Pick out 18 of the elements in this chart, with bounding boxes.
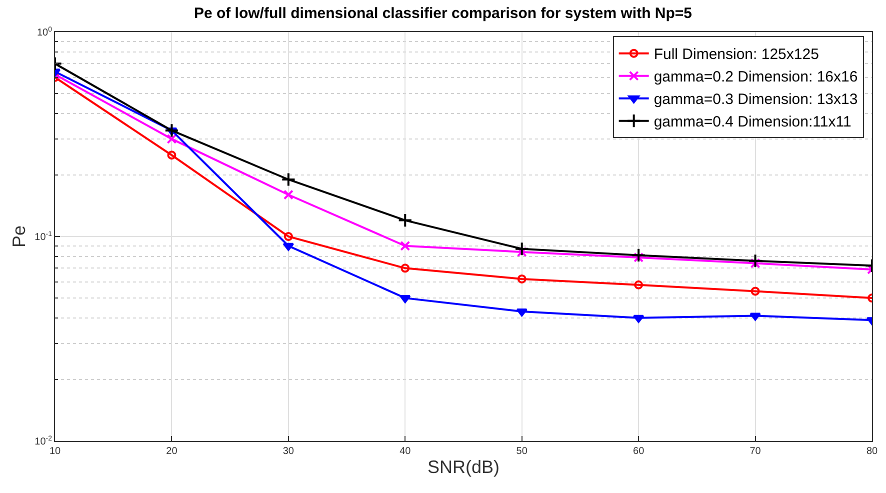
x-tick-label: 80 [866, 446, 878, 457]
legend-label: gamma=0.3 Dimension: 13x13 [654, 91, 858, 108]
x-tick-label: 10 [49, 446, 61, 457]
x-tick-label: 20 [166, 446, 178, 457]
x-axis-title: SNR(dB) [427, 457, 500, 478]
x-tick-label: 30 [282, 446, 294, 457]
y-tick-label: 10$^{0}$ [36, 26, 52, 38]
x-tick-label: 70 [750, 446, 762, 457]
chart-title: Pe of low/full dimensional classifier comparison for system with Np=5 [194, 4, 692, 22]
legend-label: gamma=0.4 Dimension:11x11 [654, 114, 852, 131]
legend-label: Full Dimension: 125x125 [654, 46, 819, 64]
x-tick-label: 50 [516, 446, 528, 457]
legend-label: gamma=0.2 Dimension: 16x16 [654, 68, 858, 86]
y-axis-title: Pe [8, 225, 29, 248]
y-tick-label: 10$^{-2}$ [34, 435, 52, 448]
x-tick-label: 60 [633, 446, 645, 457]
y-tick-label: 10$^{-1}$ [34, 230, 52, 243]
x-tick-label: 40 [400, 446, 412, 457]
